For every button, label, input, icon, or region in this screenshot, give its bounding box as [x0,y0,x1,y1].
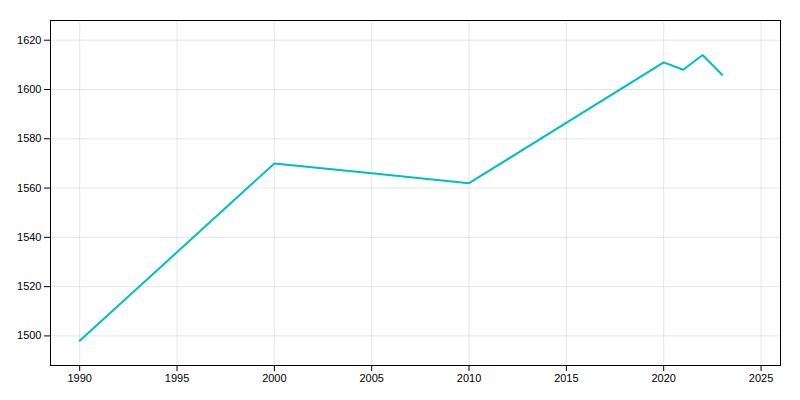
svg-text:1600: 1600 [17,83,41,95]
svg-text:2010: 2010 [457,372,481,384]
svg-text:1620: 1620 [17,34,41,46]
svg-text:2025: 2025 [749,372,773,384]
svg-text:1580: 1580 [17,132,41,144]
svg-text:2015: 2015 [554,372,578,384]
svg-text:1500: 1500 [17,329,41,341]
svg-text:2005: 2005 [359,372,383,384]
svg-text:1995: 1995 [165,372,189,384]
svg-text:1540: 1540 [17,231,41,243]
svg-text:1990: 1990 [67,372,91,384]
svg-text:2020: 2020 [651,372,675,384]
svg-text:1520: 1520 [17,280,41,292]
svg-text:2000: 2000 [262,372,286,384]
svg-text:1560: 1560 [17,182,41,194]
